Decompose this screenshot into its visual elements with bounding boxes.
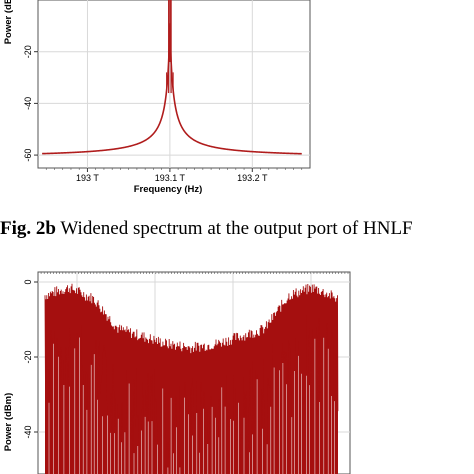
y-tick-label: -40 [23,425,33,438]
x-tick-label: 193.2 T [237,173,268,183]
y-axis-label: Power (dBm) [3,0,14,44]
y-tick-label: -20 [23,350,33,363]
plot-area [37,0,311,169]
series [42,0,302,155]
chart-top-spectrum: 193 T 193.1 T 193.2 T -20 -40 -60 Frequency (… [3,0,311,195]
x-tick-label: 193 T [76,173,99,183]
x-tick-label: 193.1 T [155,173,186,183]
ticks: 193 T 193.1 T 193.2 T -20 -40 -60 [23,45,303,183]
caption-text: Widened spectrum at the output port of H… [60,218,413,239]
caption-label: Fig. 2b [0,218,56,239]
spectrum-line [44,283,339,474]
ticks: 0 -20 -40 [23,272,349,439]
y-tick-label: -60 [23,149,33,162]
y-tick-label: 0 [23,279,33,284]
y-tick-label: -20 [23,45,33,58]
spectrum-line [42,23,302,155]
x-axis-label: Frequency (Hz) [134,184,203,195]
y-axis-label: Power (dBm) [3,393,14,452]
figure-caption: Fig. 2b Widened spectrum at the output p… [0,218,474,248]
y-tick-label: -40 [23,97,33,110]
series [44,283,339,474]
chart-bottom-widened-spectrum: 0 -20 -40 Power (dBm) [3,271,351,474]
